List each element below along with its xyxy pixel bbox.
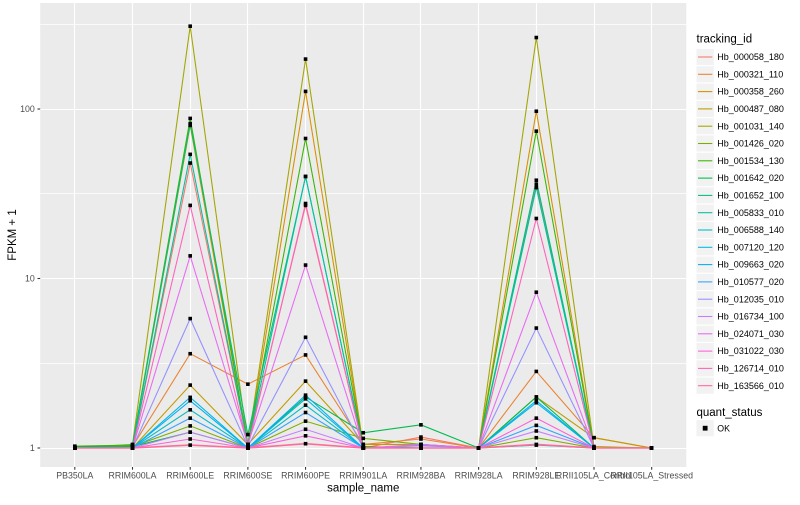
svg-text:Hb_000321_110: Hb_000321_110: [717, 69, 783, 79]
svg-text:sample_name: sample_name: [327, 483, 399, 495]
svg-text:100: 100: [20, 104, 35, 114]
svg-text:Hb_009663_020: Hb_009663_020: [717, 260, 784, 270]
svg-text:Hb_001534_130: Hb_001534_130: [717, 156, 784, 166]
svg-text:Hb_000358_260: Hb_000358_260: [717, 87, 784, 97]
svg-text:RRIM928LA: RRIM928LA: [455, 471, 503, 481]
svg-text:RRIM600PE: RRIM600PE: [281, 471, 330, 481]
svg-text:Hb_001642_020: Hb_001642_020: [717, 173, 784, 183]
svg-text:FPKM + 1: FPKM + 1: [7, 209, 19, 260]
svg-text:Hb_006588_140: Hb_006588_140: [717, 225, 784, 235]
svg-text:RRIM928BA: RRIM928BA: [396, 471, 445, 481]
svg-text:RRIM901LA: RRIM901LA: [339, 471, 387, 481]
svg-text:RRII105LA_Control: RRII105LA_Control: [556, 471, 632, 481]
svg-text:tracking_id: tracking_id: [697, 34, 753, 46]
svg-text:Hb_007120_120: Hb_007120_120: [717, 242, 784, 252]
svg-text:Hb_126714_010: Hb_126714_010: [717, 364, 784, 374]
svg-text:RRII105LA_Stressed: RRII105LA_Stressed: [610, 471, 693, 481]
svg-text:Hb_012035_010: Hb_012035_010: [717, 294, 784, 304]
svg-text:Hb_024071_030: Hb_024071_030: [717, 329, 784, 339]
svg-text:RRIM928LE: RRIM928LE: [512, 471, 560, 481]
svg-text:RRIM600LE: RRIM600LE: [166, 471, 214, 481]
svg-text:quant_status: quant_status: [697, 407, 763, 419]
svg-text:Hb_000058_180: Hb_000058_180: [717, 52, 784, 62]
svg-text:Hb_163566_010: Hb_163566_010: [717, 381, 784, 391]
svg-text:Hb_001652_100: Hb_001652_100: [717, 191, 784, 201]
svg-text:Hb_000487_080: Hb_000487_080: [717, 104, 784, 114]
svg-text:RRIM600SE: RRIM600SE: [223, 471, 272, 481]
svg-text:Hb_016734_100: Hb_016734_100: [717, 312, 784, 322]
svg-text:RRIM600LA: RRIM600LA: [109, 471, 157, 481]
svg-text:Hb_001426_020: Hb_001426_020: [717, 139, 784, 149]
svg-text:1: 1: [30, 443, 35, 453]
svg-text:OK: OK: [717, 423, 730, 433]
svg-text:Hb_001031_140: Hb_001031_140: [717, 121, 784, 131]
svg-text:PB350LA: PB350LA: [56, 471, 93, 481]
svg-text:Hb_010577_020: Hb_010577_020: [717, 277, 784, 287]
svg-text:Hb_005833_010: Hb_005833_010: [717, 208, 784, 218]
svg-text:Hb_031022_030: Hb_031022_030: [717, 346, 784, 356]
svg-text:10: 10: [25, 274, 35, 284]
